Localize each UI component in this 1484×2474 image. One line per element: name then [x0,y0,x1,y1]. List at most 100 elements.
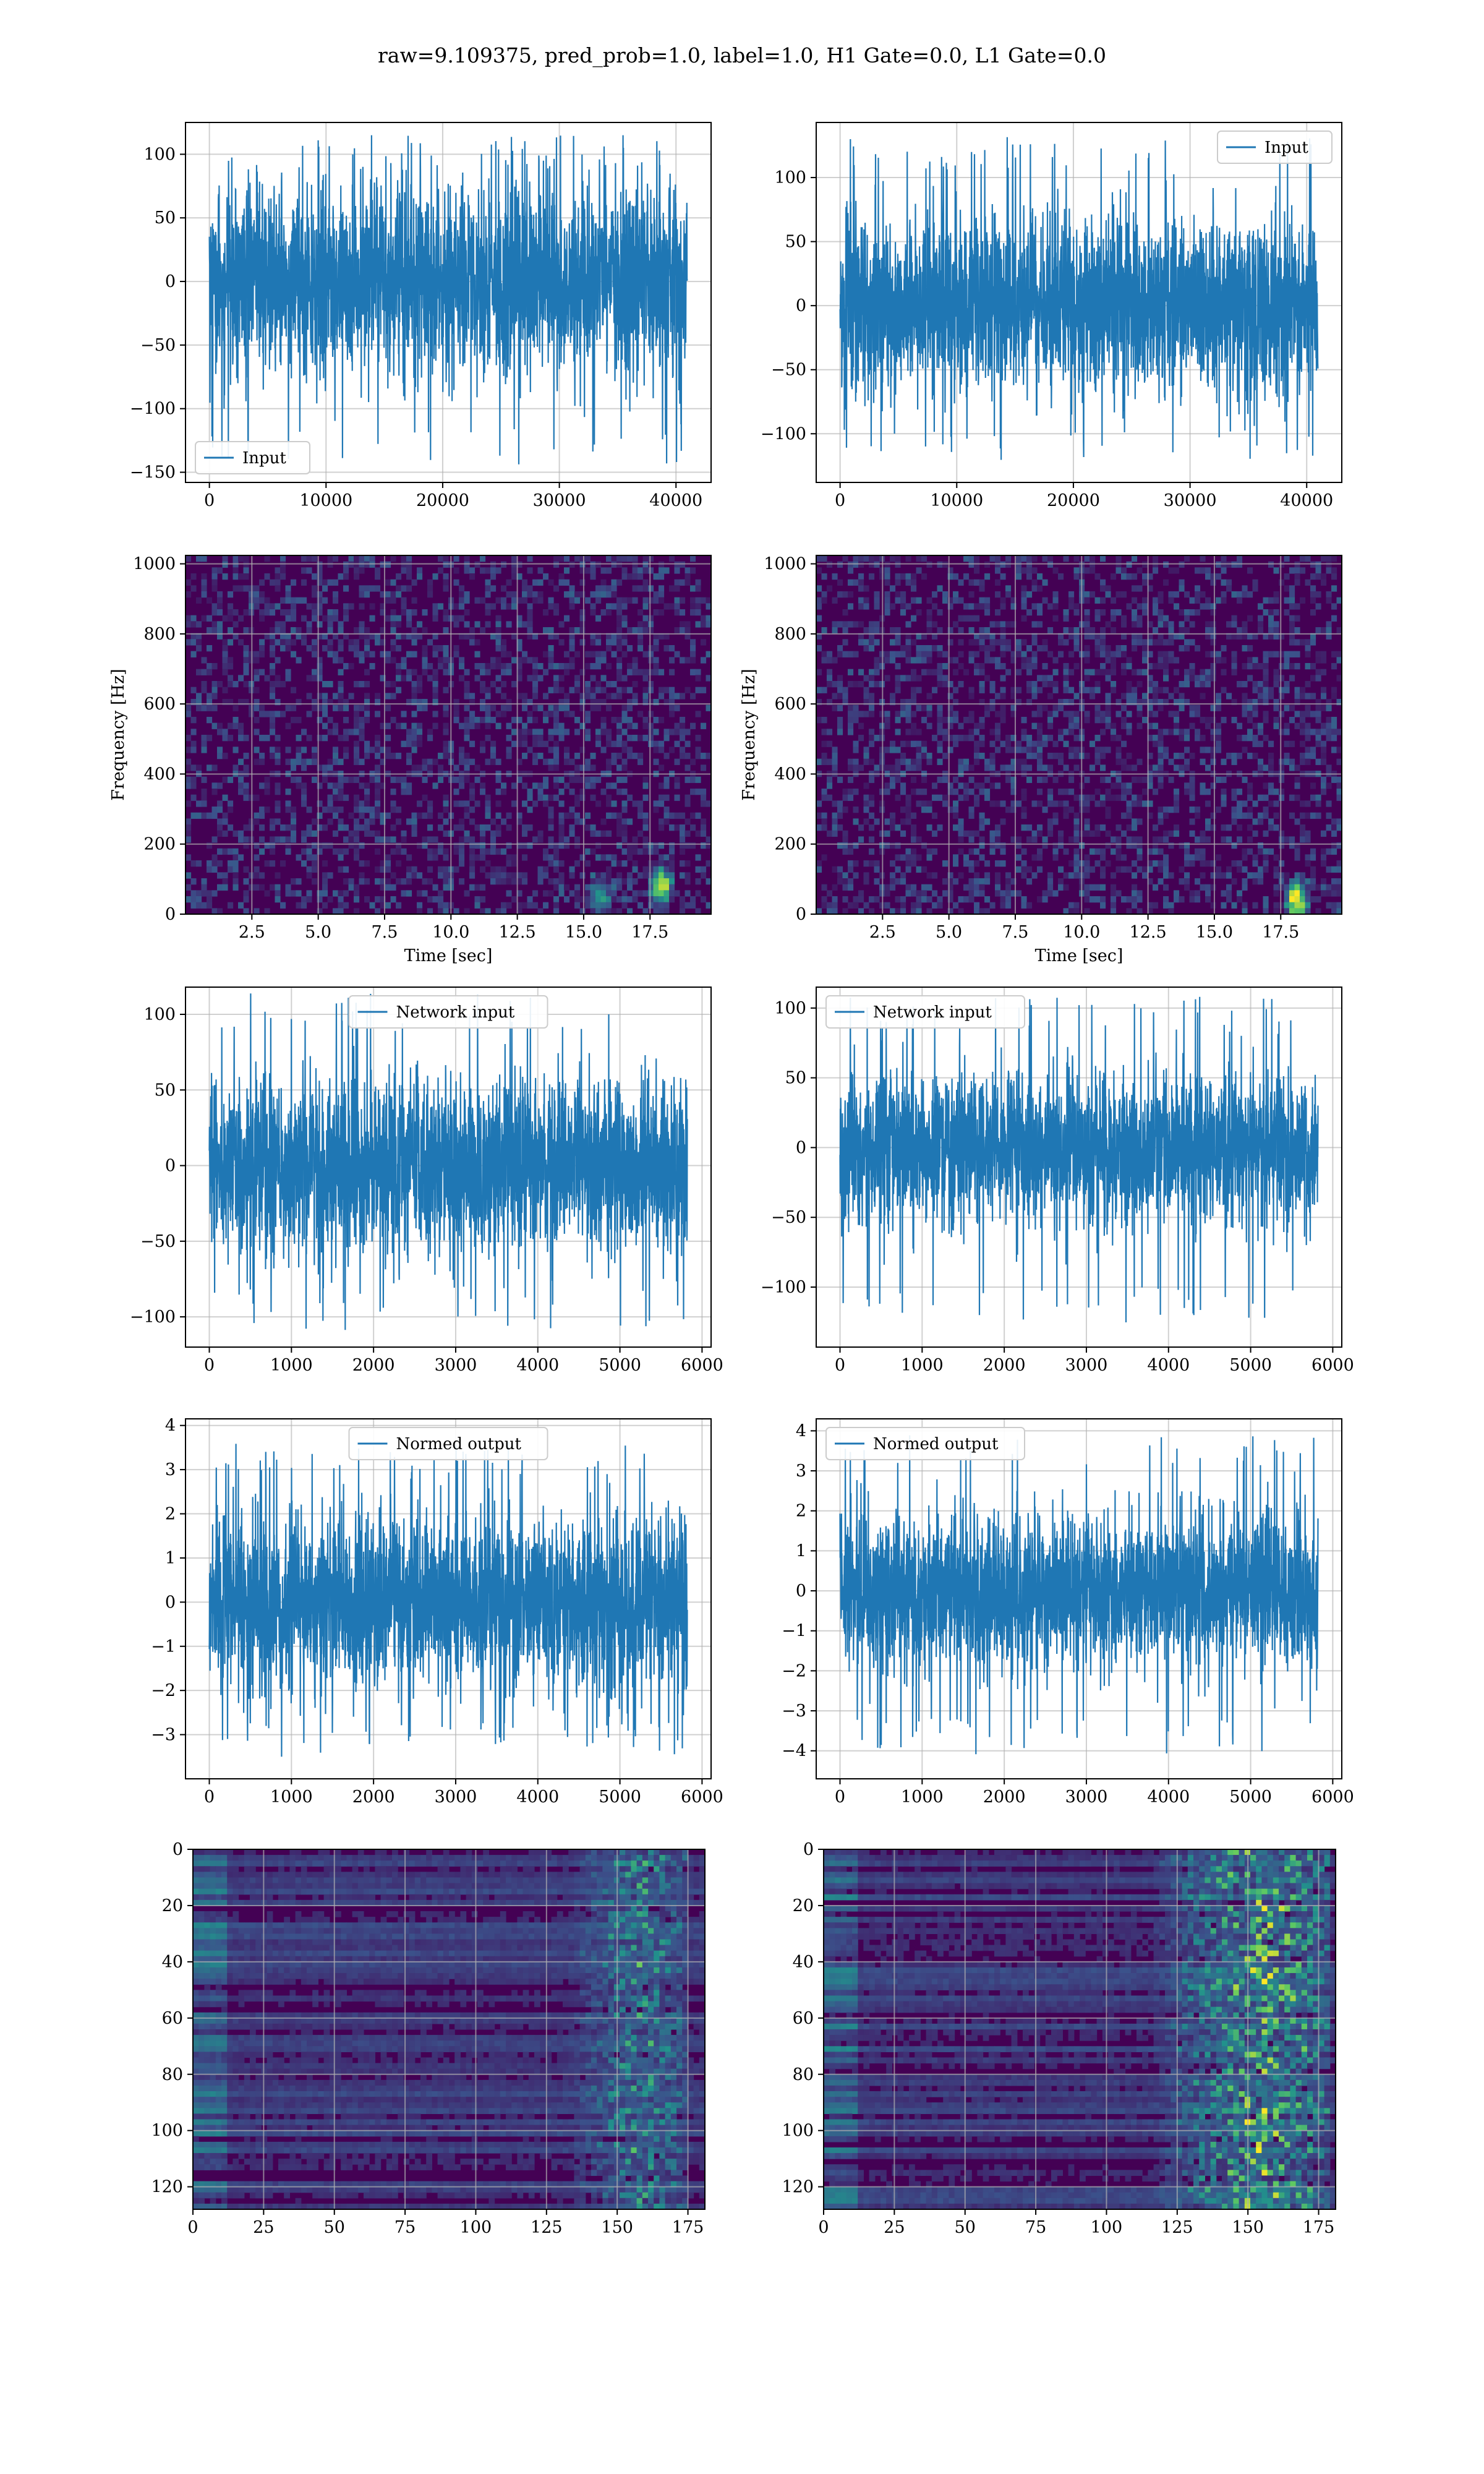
heatmap-cell [474,800,480,807]
heatmap-cell [616,603,623,610]
heatmap-cell [232,848,239,855]
heatmap-cell [821,740,827,747]
heatmap-cell [1084,794,1090,801]
heatmap-cell [511,717,518,724]
heatmap-cell [984,675,991,682]
heatmap-cell [937,740,943,747]
heatmap-cell [1126,722,1132,729]
heatmap-cell [848,866,854,873]
heatmap-cell [616,860,623,867]
heatmap-cell [364,693,370,700]
heatmap-cell [343,902,349,909]
heatmap-cell [1231,812,1237,819]
heatmap-cell [911,860,917,867]
heatmap-cell [1305,890,1311,897]
heatmap-cell [832,866,838,873]
heatmap-cell [663,699,670,706]
heatmap-cell [543,872,549,879]
heatmap-cell [1289,627,1295,634]
heatmap-cell [616,639,623,646]
heatmap-cell [495,789,501,795]
heatmap-cell [1068,902,1075,909]
heatmap-cell [1284,890,1290,897]
heatmap-cell [201,704,207,711]
heatmap-cell [485,848,491,855]
heatmap-cell [706,800,712,807]
heatmap-cell [259,884,265,891]
heatmap-cell [1047,561,1054,568]
heatmap-cell [375,740,381,747]
heatmap-cell [1010,651,1017,657]
heatmap-cell [385,753,391,760]
heatmap-cell [537,663,544,670]
heatmap-cell [411,812,417,819]
heatmap-cell [642,675,649,682]
heatmap-cell [254,872,260,879]
heatmap-cell [537,794,544,801]
heatmap-cell [653,872,659,879]
heatmap-cell [548,657,554,664]
heatmap-cell [238,836,244,843]
heatmap-cell [275,890,281,897]
heatmap-cell [684,830,691,837]
heatmap-cell [995,555,1001,562]
heatmap-cell [1210,782,1216,789]
heatmap-cell [1326,717,1332,724]
heatmap-cell [1153,711,1159,717]
heatmap-cell [595,657,602,664]
heatmap-cell [579,609,586,616]
heatmap-cell [380,884,386,891]
heatmap-cell [1205,722,1211,729]
heatmap-cell [1073,573,1080,580]
heatmap-cell [312,669,318,675]
heatmap-cell [611,633,617,640]
heatmap-cell [648,657,654,664]
heatmap-cell [306,621,312,628]
heatmap-cell [1300,555,1306,562]
heatmap-cell [527,585,533,592]
heatmap-cell [1063,789,1069,795]
heatmap-cell [579,615,586,622]
heatmap-cell [1326,722,1332,729]
heatmap-cell [495,675,501,682]
heatmap-cell [564,699,570,706]
heatmap-cell [385,657,391,664]
heatmap-cell [380,902,386,909]
heatmap-cell [905,729,911,735]
heatmap-cell [1100,794,1106,801]
heatmap-cell [574,591,581,598]
heatmap-cell [1174,711,1180,717]
heatmap-cell [895,591,901,598]
heatmap-cell [548,758,554,765]
heatmap-cell [890,782,896,789]
heatmap-cell [842,884,848,891]
heatmap-cell [348,555,354,562]
heatmap-cell [884,782,890,789]
heatmap-cell [863,753,869,760]
heatmap-cell [1310,782,1316,789]
heatmap-cell [1058,800,1064,807]
heatmap-cell [1221,567,1227,574]
heatmap-cell [1121,591,1127,598]
heatmap-cell [1168,621,1174,628]
heatmap-cell [186,830,192,837]
heatmap-cell [1000,740,1006,747]
heatmap-cell [853,711,859,717]
heatmap-cell [606,902,612,909]
heatmap-cell [548,860,554,867]
heatmap-cell [217,621,223,628]
heatmap-cell [217,722,223,729]
heatmap-cell [338,573,344,580]
heatmap-cell [1284,902,1290,909]
heatmap-cell [301,794,307,801]
heatmap-cell [911,764,917,771]
heatmap-cell [1158,807,1164,813]
heatmap-cell [842,693,848,700]
heatmap-cell [480,908,486,915]
heatmap-cell [443,866,449,873]
heatmap-cell [359,729,365,735]
heatmap-cell [1300,753,1306,760]
heatmap-cell [627,848,633,855]
heatmap-cell [1210,747,1216,753]
heatmap-cell [890,627,896,634]
